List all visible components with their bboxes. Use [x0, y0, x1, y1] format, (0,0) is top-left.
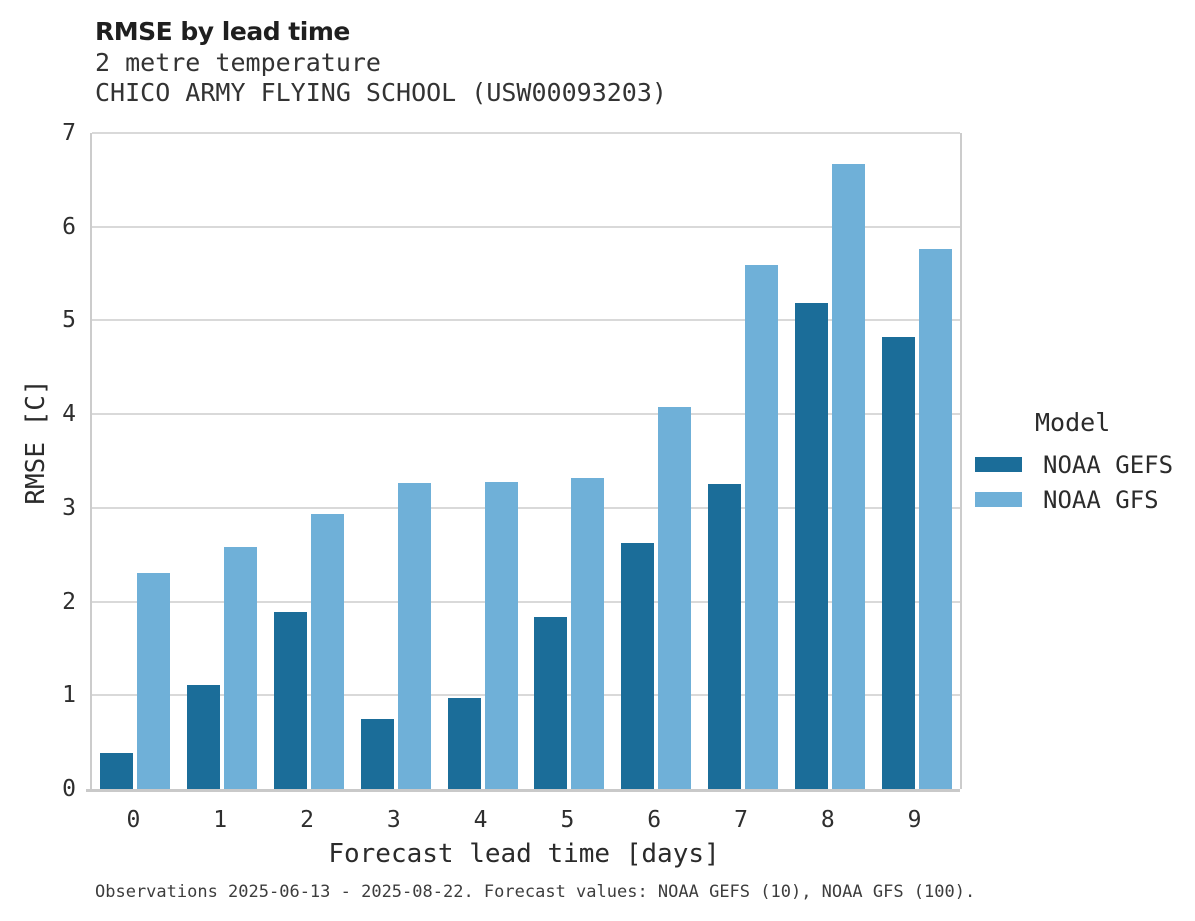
- gridline-y2: [92, 600, 960, 603]
- bar-noaa-gefs-lead8: [794, 302, 828, 789]
- gridline-y5: [92, 319, 960, 322]
- bar-noaa-gfs-lead7: [745, 265, 778, 789]
- y-tick-label-4: 4: [62, 401, 76, 428]
- bar-noaa-gefs-lead9: [881, 337, 915, 789]
- bar-noaa-gfs-lead4: [484, 481, 518, 789]
- bar-noaa-gfs-lead9: [918, 249, 952, 789]
- gridline-y4: [92, 413, 960, 416]
- bar-noaa-gfs-lead8: [831, 163, 865, 789]
- bar-noaa-gefs-lead3: [360, 718, 394, 789]
- y-tick-label-7: 7: [62, 120, 76, 146]
- y-tick-label-5: 5: [62, 307, 76, 334]
- title-block: RMSE by lead time 2 metre temperature CH…: [95, 16, 667, 108]
- x-tick-label-5: 5: [560, 807, 575, 833]
- bar-noaa-gefs-lead4: [447, 698, 481, 789]
- legend-item-noaa-gefs: NOAA GEFS: [975, 447, 1173, 482]
- x-axis-label: Forecast lead time [days]: [328, 839, 720, 869]
- bar-noaa-gefs-lead2: [274, 611, 307, 789]
- bar-noaa-gefs-lead7: [708, 483, 741, 789]
- x-tick-label-3: 3: [386, 807, 401, 833]
- legend-swatch: [975, 492, 1022, 507]
- bar-noaa-gefs-lead6: [621, 542, 655, 789]
- chart-station-line: CHICO ARMY FLYING SCHOOL (USW00093203): [95, 78, 667, 107]
- footnote: Observations 2025-06-13 - 2025-08-22. Fo…: [95, 882, 976, 902]
- x-tick-label-1: 1: [213, 807, 228, 833]
- bar-noaa-gfs-lead1: [224, 547, 258, 789]
- chart-title: RMSE by lead time: [95, 17, 350, 46]
- x-tick-label-9: 9: [907, 807, 922, 833]
- x-tick-label-6: 6: [647, 807, 662, 833]
- x-tick-label-4: 4: [473, 807, 488, 833]
- bar-noaa-gfs-lead6: [658, 406, 692, 789]
- legend: Model NOAA GEFS NOAA GFS: [975, 408, 1173, 517]
- legend-entries: NOAA GEFS NOAA GFS: [975, 447, 1173, 517]
- gridline-y1: [92, 694, 960, 697]
- y-tick-label-0: 0: [62, 776, 76, 802]
- x-tick-label-8: 8: [820, 807, 835, 833]
- chart-subtitle: 2 metre temperature: [95, 48, 381, 77]
- bar-noaa-gfs-lead3: [397, 482, 431, 789]
- bar-noaa-gfs-lead5: [571, 477, 605, 789]
- legend-swatch: [975, 457, 1022, 472]
- bar-noaa-gfs-lead2: [311, 514, 344, 789]
- y-tick-label-1: 1: [62, 682, 76, 709]
- y-tick-label-2: 2: [62, 588, 76, 615]
- gridline-y6: [92, 225, 960, 228]
- y-tick-label-3: 3: [62, 494, 76, 521]
- y-tick-label-6: 6: [62, 213, 76, 240]
- gridline-y3: [92, 506, 960, 509]
- legend-item-noaa-gfs: NOAA GFS: [975, 482, 1173, 517]
- bar-noaa-gfs-lead0: [137, 572, 171, 789]
- legend-label: NOAA GFS: [1043, 485, 1159, 514]
- x-axis-line: [86, 789, 960, 792]
- plot-area: [86, 132, 962, 792]
- legend-label: NOAA GEFS: [1043, 450, 1174, 479]
- gridline-y7: [92, 132, 960, 134]
- bar-noaa-gefs-lead5: [534, 616, 568, 789]
- bar-noaa-gefs-lead1: [187, 684, 221, 789]
- bar-noaa-gefs-lead0: [100, 753, 134, 789]
- x-tick-label-7: 7: [734, 807, 748, 833]
- legend-title: Model: [1035, 408, 1111, 437]
- x-tick-label-2: 2: [300, 807, 314, 833]
- x-tick-label-0: 0: [126, 807, 141, 833]
